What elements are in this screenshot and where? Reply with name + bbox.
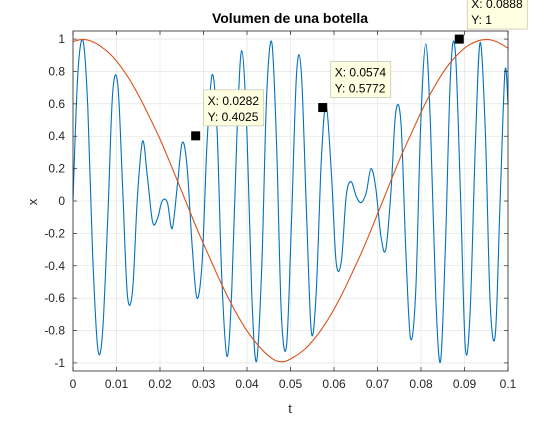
x-tick-label: 0.04 bbox=[235, 377, 259, 391]
y-tick-label: -0.8 bbox=[44, 324, 65, 338]
x-tick-label: 0.05 bbox=[279, 377, 303, 391]
x-tick-label: 0.09 bbox=[453, 377, 477, 391]
datatip-y-label: Y: 0.5772 bbox=[335, 82, 386, 96]
x-tick-label: 0.03 bbox=[192, 377, 216, 391]
datatip-marker bbox=[454, 34, 464, 44]
datatip-x-label: X: 0.0282 bbox=[208, 94, 260, 108]
datatip-y-label: Y: 1 bbox=[471, 13, 492, 27]
series-line-1 bbox=[72, 38, 509, 364]
x-tick-label: 0.02 bbox=[148, 377, 172, 391]
y-tick-label: 0.2 bbox=[48, 162, 65, 176]
y-tick-label: 0.8 bbox=[48, 64, 65, 78]
datatip-box bbox=[330, 61, 392, 98]
datatip-x-label: X: 0.0574 bbox=[335, 66, 387, 80]
y-tick-label: 1 bbox=[58, 32, 65, 46]
x-tick-label: 0.1 bbox=[500, 377, 517, 391]
y-tick-label: 0.4 bbox=[48, 129, 65, 143]
series-line-2 bbox=[72, 38, 509, 363]
x-axis-label: t bbox=[288, 401, 292, 416]
y-tick-label: -0.6 bbox=[44, 291, 65, 305]
x-tick-label: 0.06 bbox=[322, 377, 346, 391]
x-tick-label: 0.08 bbox=[409, 377, 433, 391]
y-tick-label: 0 bbox=[58, 194, 65, 208]
datatip-box bbox=[203, 89, 265, 127]
datatip-x-label: X: 0.0888 bbox=[471, 0, 523, 11]
y-tick-label: -1 bbox=[54, 356, 65, 370]
y-tick-label: 0.6 bbox=[48, 97, 65, 111]
x-tick-label: 0.01 bbox=[105, 377, 129, 391]
y-tick-label: -0.2 bbox=[44, 226, 65, 240]
y-axis-label: x bbox=[25, 198, 40, 205]
chart-title: Volumen de una botella bbox=[212, 10, 368, 26]
datatip-marker bbox=[191, 131, 201, 141]
datatip-y-label: Y: 0.4025 bbox=[208, 110, 259, 124]
ticks: 0 0.01 0.02 0.03 0.04 0.05 0.06 0.07 0.08 0.09 0.1… bbox=[44, 31, 517, 391]
y-tick-label: -0.4 bbox=[44, 259, 65, 273]
series-layer bbox=[72, 38, 509, 364]
x-tick-label: 0 bbox=[70, 377, 77, 391]
datatip-box bbox=[466, 0, 528, 30]
datatip-marker bbox=[318, 103, 328, 113]
x-tick-label: 0.07 bbox=[366, 377, 390, 391]
datatips: X: 0.0282 Y: 0.4025 X: 0.0574 Y: 0.5772 X: 0… bbox=[191, 0, 528, 141]
